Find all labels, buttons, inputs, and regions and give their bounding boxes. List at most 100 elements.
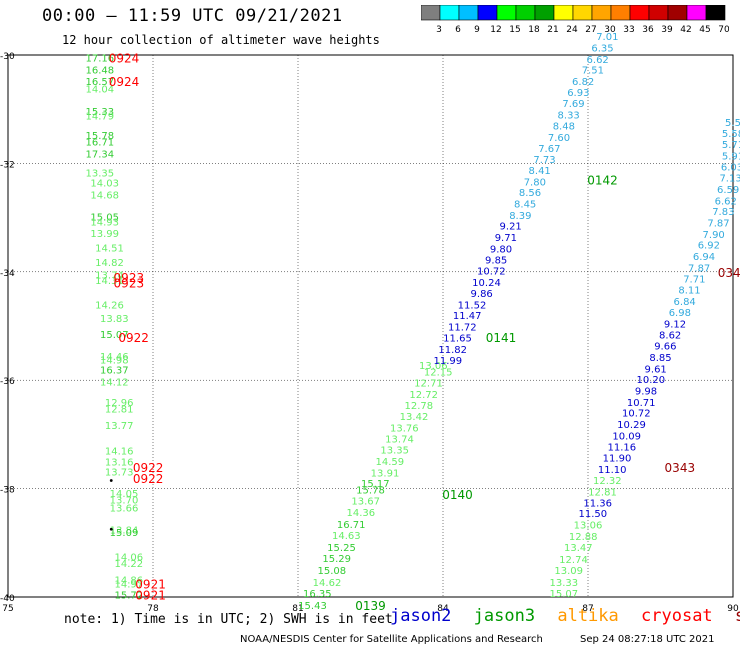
wave-height-label: 13.47 [564, 543, 593, 554]
wave-height-label: 8.62 [659, 331, 681, 342]
wave-height-label: 8.85 [649, 353, 671, 364]
legend-cryosat: cryosat [641, 606, 713, 626]
pass-time-label: 0142 [587, 174, 618, 188]
wave-height-label: 7.71 [683, 274, 705, 285]
pass-time-label: 0140 [442, 488, 473, 502]
wave-height-label: 13.84 [110, 525, 139, 536]
wave-height-label: 14.46 [100, 352, 129, 363]
wave-height-label: 15.72 [115, 590, 144, 601]
colorbar-label: 33 [623, 25, 634, 35]
wave-height-label: 14.79 [86, 112, 115, 123]
footer-note: note: 1) Time is in UTC; 2) SWH is in fe… [64, 612, 393, 627]
wave-height-label: 7.90 [703, 230, 725, 241]
wave-height-label: 14.31 [95, 276, 124, 287]
pass-time-label: 0922 [133, 461, 164, 475]
wave-height-label: 12.81 [105, 404, 134, 415]
wave-height-label: 12.15 [424, 368, 453, 379]
wave-height-label: 14.51 [95, 243, 124, 254]
wave-height-label: 15.33 [86, 107, 115, 118]
wave-height-label: 13.77 [105, 421, 134, 432]
wave-height-label: 13.67 [351, 497, 380, 508]
satellite-legend: jason2 jason3 altika cryosat s3a [390, 606, 740, 626]
data-dot [109, 527, 113, 531]
wave-height-label: 6.35 [591, 43, 613, 54]
wave-height-label: 6.59 [717, 185, 739, 196]
y-tick-label: -34 [0, 269, 15, 279]
wave-height-label: 14.26 [95, 300, 124, 311]
pass-time-label: 0922 [133, 472, 164, 486]
y-tick-label: -32 [0, 160, 15, 170]
wave-height-label: 14.59 [376, 457, 405, 468]
credit-text: NOAA/NESDIS Center for Satellite Applica… [240, 634, 543, 645]
wave-height-label: 11.10 [598, 465, 627, 476]
colorbar-label: 12 [490, 25, 501, 35]
wave-height-label: 10.71 [627, 398, 656, 409]
pass-time-label: 0921 [135, 577, 166, 591]
wave-height-label: 14.82 [95, 258, 124, 269]
wave-height-label: 12.71 [414, 378, 443, 389]
pass-time-label: 0141 [486, 331, 517, 345]
wave-height-label: 7.73 [533, 155, 555, 166]
legend-s3a: s3a [735, 606, 740, 626]
wave-height-label: 12.96 [105, 398, 134, 409]
wave-height-label: 5.91 [722, 151, 740, 162]
colorbar-label: 18 [528, 25, 540, 35]
wave-height-label: 13.91 [371, 468, 400, 479]
wave-height-label: 14.86 [115, 576, 144, 587]
pass-time-label: 0923 [114, 277, 145, 291]
x-tick-label: 84 [437, 604, 449, 614]
wave-height-label: 9.61 [645, 364, 667, 375]
wave-height-label: 15.05 [90, 213, 119, 224]
wave-height-label: 5.71 [722, 140, 740, 151]
wave-height-label: 14.93 [90, 217, 119, 228]
wave-height-label: 14.03 [90, 178, 119, 189]
wave-height-label: 9.85 [485, 255, 507, 266]
wave-height-label: 11.50 [579, 509, 608, 520]
wave-height-label: 12.32 [593, 476, 622, 487]
wave-height-label: 11.72 [448, 323, 477, 334]
wave-height-label: 16.48 [86, 66, 115, 77]
colorbar-swatch [705, 5, 726, 21]
wave-height-label: 7.01 [596, 32, 618, 43]
y-tick-label: -40 [0, 594, 15, 604]
wave-height-label: 13.76 [390, 423, 419, 434]
wave-height-label: 9.98 [635, 386, 657, 397]
wave-height-label: 9.86 [471, 289, 493, 300]
wave-height-label: 12.88 [569, 532, 598, 543]
wave-height-label: 11.99 [434, 356, 463, 367]
wave-height-label: 17.34 [86, 150, 115, 161]
wave-height-label: 15.25 [327, 543, 356, 554]
wave-height-label: 10.09 [612, 431, 641, 442]
wave-height-label: 16.71 [86, 138, 115, 149]
pass-time-label: 0924 [109, 75, 140, 89]
y-tick-label: -30 [0, 52, 15, 62]
legend-altika: altika [557, 606, 619, 626]
wave-height-label: 12.81 [588, 487, 617, 498]
wave-height-label: 15.08 [318, 566, 347, 577]
colorbar-label: 45 [699, 25, 710, 35]
pass-time-label: 0139 [355, 599, 386, 613]
wave-height-label: 15.29 [322, 554, 351, 565]
pass-time-label: 0921 [135, 588, 166, 602]
wave-height-label: 6.93 [567, 88, 589, 99]
wave-height-label: 13.70 [110, 495, 139, 506]
y-tick-label: -36 [0, 377, 15, 387]
wave-height-label: 14.62 [313, 578, 342, 589]
wave-height-label: 8.48 [553, 121, 575, 132]
wave-height-label: 10.24 [472, 278, 501, 289]
x-tick-label: 81 [292, 604, 303, 614]
wave-height-label: 11.90 [603, 454, 632, 465]
wave-height-label: 7.13 [719, 173, 740, 184]
wave-height-label: 13.06 [419, 361, 448, 372]
wave-height-label: 14.05 [110, 489, 139, 500]
wave-height-label: 11.82 [438, 345, 467, 356]
wave-height-label: 13.74 [385, 435, 414, 446]
wave-height-label: 6.62 [587, 55, 609, 66]
wave-height-label: 6.92 [698, 241, 720, 252]
x-tick-label: 78 [147, 604, 159, 614]
wave-height-label: 13.74 [95, 271, 124, 282]
wave-height-label: 8.41 [529, 166, 551, 177]
wave-height-label: 15.17 [361, 479, 390, 490]
wave-height-label: 11.52 [458, 300, 487, 311]
